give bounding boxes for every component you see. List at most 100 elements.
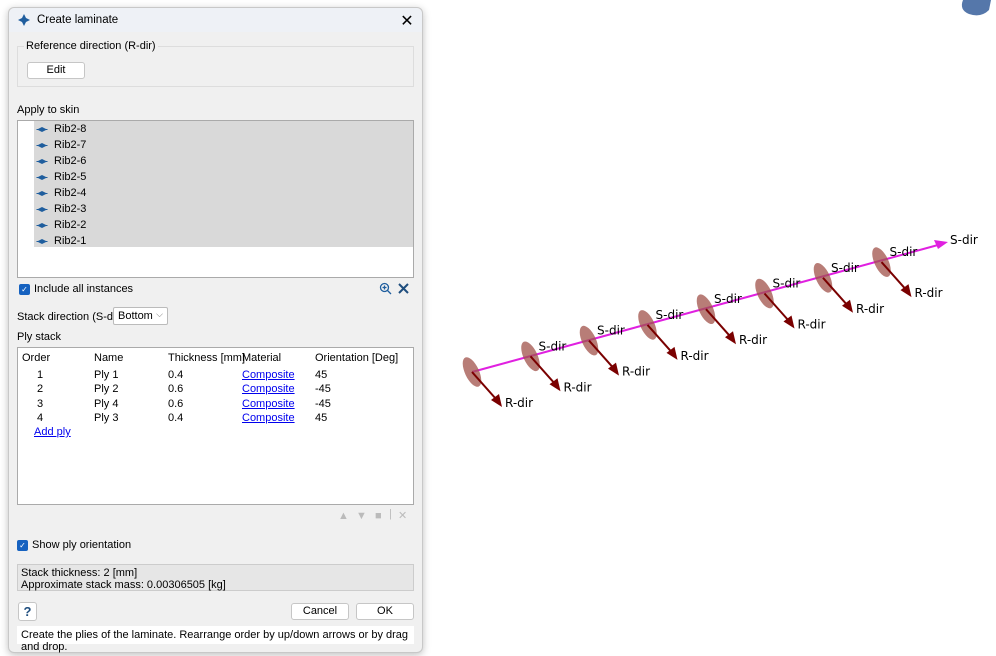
r-dir-arrow (880, 261, 907, 290)
ply-material[interactable]: Composite (242, 383, 295, 396)
r-dir-arrow (646, 324, 673, 353)
skin-item[interactable]: Rib2-3 (36, 201, 86, 217)
copy-icon[interactable]: ■ (375, 510, 382, 522)
stack-direction-select[interactable]: Bottom ⌵ (113, 307, 168, 325)
close-icon[interactable]: ✕ (400, 13, 414, 30)
skin-label: Rib2-6 (54, 155, 87, 167)
r-dir-arrowhead (666, 346, 678, 360)
s-dir-label: S-dir (890, 245, 918, 259)
edit-button[interactable]: Edit (27, 62, 85, 79)
move-up-icon[interactable]: ▲ (338, 510, 349, 522)
skin-item[interactable]: Rib2-5 (36, 169, 86, 185)
chevron-down-icon: ⌵ (156, 309, 163, 319)
zoom-icon[interactable] (379, 282, 392, 295)
r-dir-arrow (705, 308, 731, 337)
r-dir-arrow (763, 292, 790, 322)
column-header[interactable]: Thickness [mm] (168, 352, 246, 364)
r-dir-arrow (822, 277, 848, 306)
skin-icon (36, 174, 48, 180)
include-all-instances-checkbox[interactable]: ✓ (19, 284, 30, 295)
3d-viewport[interactable]: S-dir R-dir R-dir S-dir R-dir S-dir R-dir S-dir… (430, 0, 996, 656)
skin-item[interactable]: Rib2-2 (36, 217, 86, 233)
column-header[interactable]: Order (22, 352, 51, 364)
skin-item[interactable]: Rib2-1 (36, 233, 86, 249)
skin-label: Rib2-4 (54, 187, 87, 199)
ply-material[interactable]: Composite (242, 397, 295, 410)
help-button[interactable]: ? (18, 602, 37, 621)
r-dir-arrowhead (725, 331, 736, 345)
title-bar: Create laminate (9, 8, 422, 32)
reference-direction-group: Reference direction (R-dir) Edit (17, 40, 414, 87)
ply-thickness: 0.4 (168, 411, 184, 424)
skin-icon (36, 238, 48, 244)
r-dir-label: R-dir (915, 286, 943, 300)
skin-label: Rib2-8 (54, 123, 87, 135)
ply-order: 2 (37, 383, 44, 396)
ply-order: 1 (37, 369, 44, 381)
r-dir-arrow (471, 371, 497, 400)
hint-text: Create the plies of the laminate. Rearra… (17, 626, 414, 653)
skin-icon (36, 126, 48, 132)
column-header[interactable]: Orientation [Deg] (315, 352, 399, 364)
laminate-icon (18, 14, 30, 26)
ply-material[interactable]: Composite (242, 411, 295, 424)
stack-thickness: Stack thickness: 2 [mm] (21, 567, 138, 579)
skin-list[interactable]: Rib2-8 Rib2-7 Rib2-6 Rib2-5 Rib2-4 Rib2-3 Rib2… (17, 120, 414, 278)
skin-icon (36, 206, 48, 212)
skin-item[interactable]: Rib2-7 (36, 137, 86, 153)
ply-name: Ply 3 (94, 411, 119, 424)
stack-direction-value: Bottom (118, 310, 153, 322)
s-dir-label: S-dir (539, 339, 567, 353)
r-dir-label: R-dir (622, 365, 650, 379)
skin-icon (36, 142, 48, 148)
stack-direction-label: Stack direction (S-dir) (17, 311, 123, 323)
skin-item[interactable]: Rib2-8 (36, 121, 86, 137)
add-ply-link[interactable]: Add ply (34, 426, 71, 438)
r-dir-label: R-dir (505, 396, 533, 410)
r-dir-label: R-dir (681, 349, 709, 363)
ply-material[interactable]: Composite (242, 369, 295, 381)
cancel-button[interactable]: Cancel (291, 603, 349, 620)
s-dir-label: S-dir (714, 292, 742, 306)
ply-name: Ply 4 (94, 397, 119, 410)
r-dir-label: R-dir (739, 333, 767, 347)
column-header[interactable]: Name (94, 352, 124, 364)
r-dir-arrowhead (549, 378, 561, 392)
r-dir-arrowhead (842, 299, 853, 313)
skin-item[interactable]: Rib2-6 (36, 153, 86, 169)
r-dir-label: R-dir (798, 318, 826, 332)
ply-thickness: 0.6 (168, 397, 184, 410)
ply-stack-label: Ply stack (17, 331, 62, 343)
r-dir-arrowhead (491, 394, 502, 407)
skin-label: Rib2-7 (54, 139, 87, 151)
delete-icon[interactable]: ✕ (398, 510, 408, 522)
r-dir-arrow (588, 339, 614, 369)
ok-button[interactable]: OK (356, 603, 414, 620)
show-ply-orientation-checkbox[interactable]: ✓ (17, 540, 28, 551)
skin-item[interactable]: Rib2-4 (36, 185, 86, 201)
ply-name: Ply 1 (94, 369, 119, 381)
column-header[interactable]: Material (242, 352, 282, 364)
r-dir-arrowhead (608, 362, 619, 376)
s-dir-label: S-dir (831, 261, 859, 275)
ply-orientation: -45 (315, 397, 331, 410)
ply-order: 4 (37, 411, 44, 424)
skin-label: Rib2-1 (54, 235, 87, 247)
ply-thickness: 0.4 (168, 369, 184, 381)
clear-icon[interactable] (398, 283, 409, 294)
skin-label: Rib2-5 (54, 171, 87, 183)
include-all-instances-label: Include all instances (34, 283, 134, 295)
create-laminate-dialog: Create laminate ✕ Reference direction (R… (8, 7, 423, 653)
ply-stack-table[interactable]: Order Name Thickness [mm] Material Orientati… (17, 347, 414, 505)
ply-name: Ply 2 (94, 383, 119, 396)
dialog-title: Create laminate (37, 14, 119, 26)
ply-orientation: 45 (315, 411, 328, 424)
show-ply-orientation-label: Show ply orientation (32, 539, 132, 551)
s-axis-arrowhead (934, 240, 948, 249)
skin-icon (36, 158, 48, 164)
ply-order: 3 (37, 397, 44, 410)
skin-label: Rib2-3 (54, 203, 87, 215)
move-down-icon[interactable]: ▼ (356, 510, 367, 522)
s-dir-label: S-dir (597, 324, 625, 338)
r-dir-arrow (529, 355, 556, 384)
